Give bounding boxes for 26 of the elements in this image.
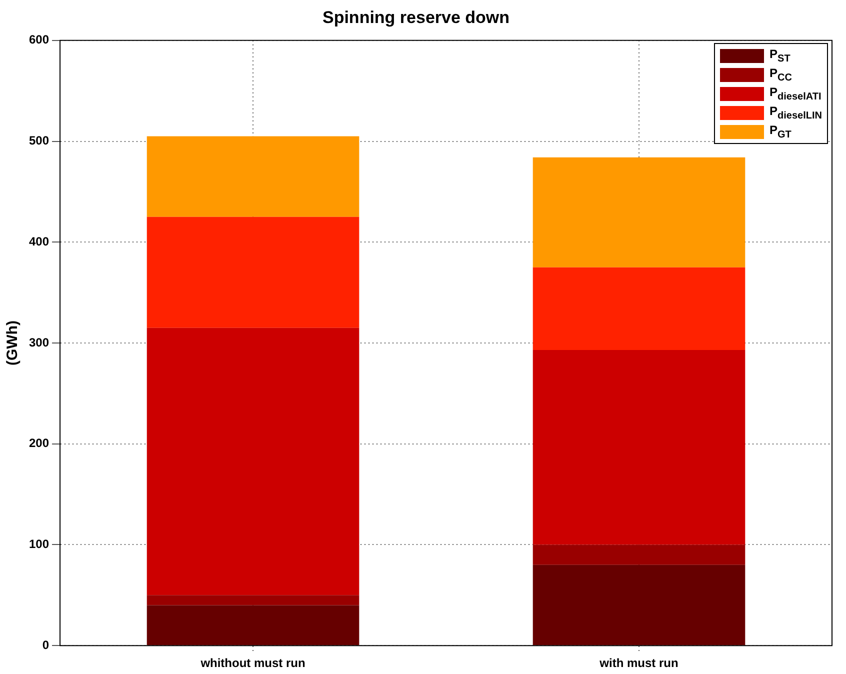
bar bbox=[532, 157, 746, 268]
y-tick-label: 0 bbox=[42, 638, 50, 652]
legend-label: P$_{GT}$ bbox=[770, 123, 792, 141]
bar bbox=[532, 350, 746, 545]
legend-label: P$_{CC}$ bbox=[770, 66, 792, 84]
y-tick-label: 300 bbox=[28, 335, 50, 350]
legend-label: P$_{ST}$ bbox=[770, 47, 790, 65]
y-tick-label: 200 bbox=[28, 436, 50, 450]
x-tick-label: with must run bbox=[598, 656, 678, 670]
bar bbox=[146, 136, 360, 217]
y-tick-label: 600 bbox=[28, 32, 50, 47]
bar bbox=[146, 328, 360, 596]
y-tick-label: 400 bbox=[28, 234, 50, 248]
bar bbox=[532, 267, 746, 350]
x-tick-label: whithout must run bbox=[200, 656, 306, 670]
bar bbox=[146, 605, 360, 646]
bar bbox=[532, 544, 746, 565]
y-tick-label: 500 bbox=[28, 134, 50, 148]
bar bbox=[146, 595, 360, 606]
y-axis-title: (GWh) bbox=[4, 320, 22, 366]
chart-title: Spinning reserve down bbox=[322, 8, 510, 27]
bar bbox=[532, 564, 746, 646]
legend-label: P$_{dieselATI}$ bbox=[770, 85, 822, 103]
legend-label: P$_{dieselLIN}$ bbox=[770, 104, 822, 122]
bar bbox=[146, 216, 360, 328]
y-tick-label: 100 bbox=[28, 537, 50, 552]
